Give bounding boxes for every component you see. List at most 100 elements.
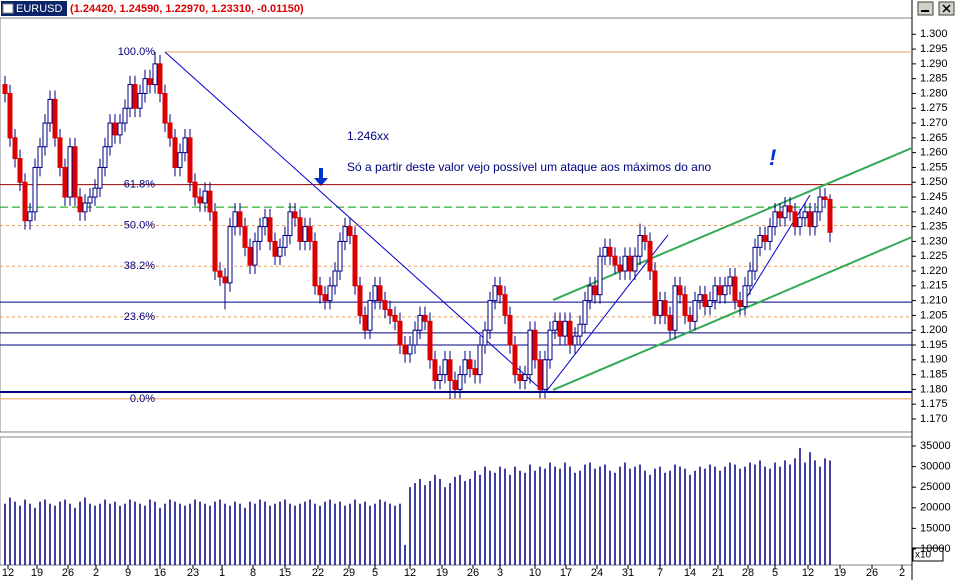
candle-body <box>52 98 58 139</box>
candle-body <box>602 246 608 257</box>
candle-body <box>817 196 823 213</box>
candle-body <box>102 146 108 168</box>
candle-body <box>117 122 123 136</box>
close-button[interactable] <box>938 1 955 16</box>
y-tick-label: 1.245 <box>920 191 948 203</box>
candle-body <box>87 196 93 204</box>
candle-body <box>502 294 508 316</box>
symbol-box <box>1 1 67 16</box>
y-tick-label: 15000 <box>920 522 951 534</box>
quote: (1.24420, 1.24590, 1.22970, 1.23310, -0.… <box>70 3 304 15</box>
candle-body <box>827 198 833 233</box>
candle-body <box>812 211 818 228</box>
candle-body <box>822 196 828 200</box>
candle-body <box>537 359 543 390</box>
y-tick-label: 35000 <box>920 440 951 452</box>
candle-body <box>747 270 753 287</box>
y-tick-label: 1.235 <box>920 221 948 233</box>
candle-body <box>312 240 318 287</box>
candle-body <box>647 240 653 272</box>
candle-body <box>97 166 103 189</box>
candle-body <box>427 320 433 361</box>
candle-body <box>452 380 458 390</box>
candle-body <box>192 181 198 198</box>
candle-body <box>727 276 733 287</box>
candle-body <box>412 329 418 346</box>
candle-body <box>807 211 813 228</box>
x-tick-label: 7 <box>657 567 663 579</box>
x-tick-label: 31 <box>622 567 634 579</box>
candle-body <box>387 308 393 316</box>
x-tick-label: 3 <box>497 567 503 579</box>
candle-body <box>397 320 403 346</box>
candle-body <box>682 294 688 316</box>
candle-body <box>347 226 353 237</box>
x-tick-label: 9 <box>125 567 131 579</box>
x-tick-label: 19 <box>436 567 448 579</box>
candle-body <box>327 285 333 302</box>
candle-body <box>792 211 798 228</box>
candle-body <box>307 226 313 242</box>
y-tick-label: 1.230 <box>920 235 948 247</box>
candle-body <box>372 285 378 302</box>
fib-label: 38.2% <box>124 260 155 272</box>
candle-body <box>17 158 23 183</box>
candle-body <box>222 276 228 284</box>
candle-body <box>697 294 703 302</box>
candle-body <box>592 285 598 296</box>
candle-body <box>287 211 293 237</box>
candle-body <box>257 226 263 242</box>
candle-body <box>742 285 748 308</box>
candle-body <box>517 374 523 382</box>
trend-line <box>164 51 546 394</box>
candle-body <box>617 264 623 272</box>
candle-body <box>217 270 223 278</box>
minimize-button[interactable] <box>917 1 934 16</box>
candle-body <box>627 255 633 272</box>
candle-body <box>152 63 158 86</box>
x-tick-label: 12 <box>2 567 14 579</box>
candle-body <box>527 329 533 376</box>
candle-body <box>352 235 358 287</box>
y-tick-label: 1.195 <box>920 339 948 351</box>
candle-body <box>207 190 213 213</box>
candle-body <box>32 166 38 213</box>
candle-body <box>42 122 48 148</box>
candle-body <box>92 187 98 198</box>
candle-body <box>692 300 698 322</box>
fib-label: 23.6% <box>124 311 155 323</box>
candle-body <box>187 137 193 183</box>
x-tick-label: 26 <box>62 567 74 579</box>
y-tick-label: 1.215 <box>920 280 948 292</box>
candle-body <box>247 246 253 266</box>
candle-body <box>322 294 328 302</box>
x-tick-label: 12 <box>802 567 814 579</box>
candle-body <box>22 181 28 222</box>
y-tick-label: 1.250 <box>920 176 948 188</box>
candle-body <box>357 285 363 316</box>
x-tick-label: 26 <box>866 567 878 579</box>
x-tick-label: 26 <box>467 567 479 579</box>
x-tick-label: 2 <box>899 567 905 579</box>
candle-body <box>582 300 588 325</box>
candle-body <box>677 285 683 296</box>
x-tick-label: 8 <box>250 567 256 579</box>
candle-body <box>447 359 453 382</box>
candle-body <box>7 92 13 139</box>
candle-body <box>552 320 558 331</box>
x-tick-label: 12 <box>404 567 416 579</box>
x-tick-label: 16 <box>154 567 166 579</box>
x-tick-label: 1 <box>219 567 225 579</box>
candle-body <box>242 226 248 248</box>
candle-body <box>172 137 178 168</box>
annotation: Só a partir deste valor vejo possível um… <box>347 160 712 174</box>
candle-body <box>662 300 668 316</box>
candle-body <box>142 78 148 94</box>
x-tick-label: 5 <box>372 567 378 579</box>
candle-body <box>47 98 53 124</box>
candle-body <box>572 335 578 346</box>
candle-body <box>27 211 33 222</box>
candle-body <box>777 211 783 219</box>
candle-body <box>532 329 538 361</box>
